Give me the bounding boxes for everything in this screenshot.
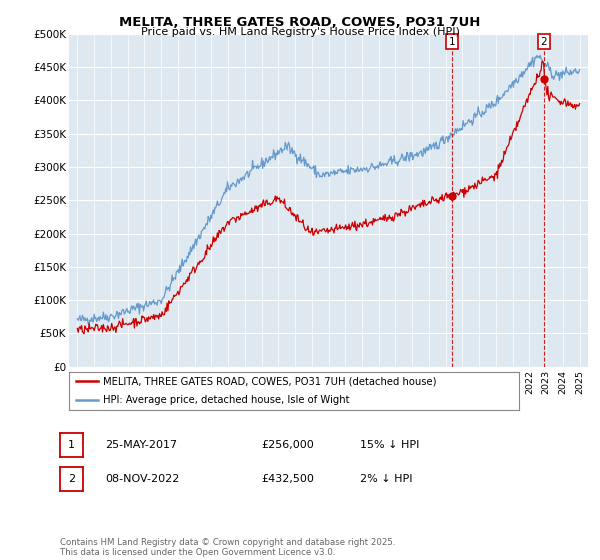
Text: 25-MAY-2017: 25-MAY-2017	[105, 440, 177, 450]
Text: Contains HM Land Registry data © Crown copyright and database right 2025.
This d: Contains HM Land Registry data © Crown c…	[60, 538, 395, 557]
Text: MELITA, THREE GATES ROAD, COWES, PO31 7UH: MELITA, THREE GATES ROAD, COWES, PO31 7U…	[119, 16, 481, 29]
Text: MELITA, THREE GATES ROAD, COWES, PO31 7UH (detached house): MELITA, THREE GATES ROAD, COWES, PO31 7U…	[103, 376, 436, 386]
Text: 1: 1	[449, 36, 456, 46]
Text: 2: 2	[541, 36, 547, 46]
Text: HPI: Average price, detached house, Isle of Wight: HPI: Average price, detached house, Isle…	[103, 395, 349, 405]
Text: 15% ↓ HPI: 15% ↓ HPI	[360, 440, 419, 450]
Text: Price paid vs. HM Land Registry's House Price Index (HPI): Price paid vs. HM Land Registry's House …	[140, 27, 460, 37]
Text: £256,000: £256,000	[261, 440, 314, 450]
Text: 2% ↓ HPI: 2% ↓ HPI	[360, 474, 413, 484]
Text: 1: 1	[68, 440, 75, 450]
Text: 08-NOV-2022: 08-NOV-2022	[105, 474, 179, 484]
Text: 2: 2	[68, 474, 75, 484]
Text: £432,500: £432,500	[261, 474, 314, 484]
